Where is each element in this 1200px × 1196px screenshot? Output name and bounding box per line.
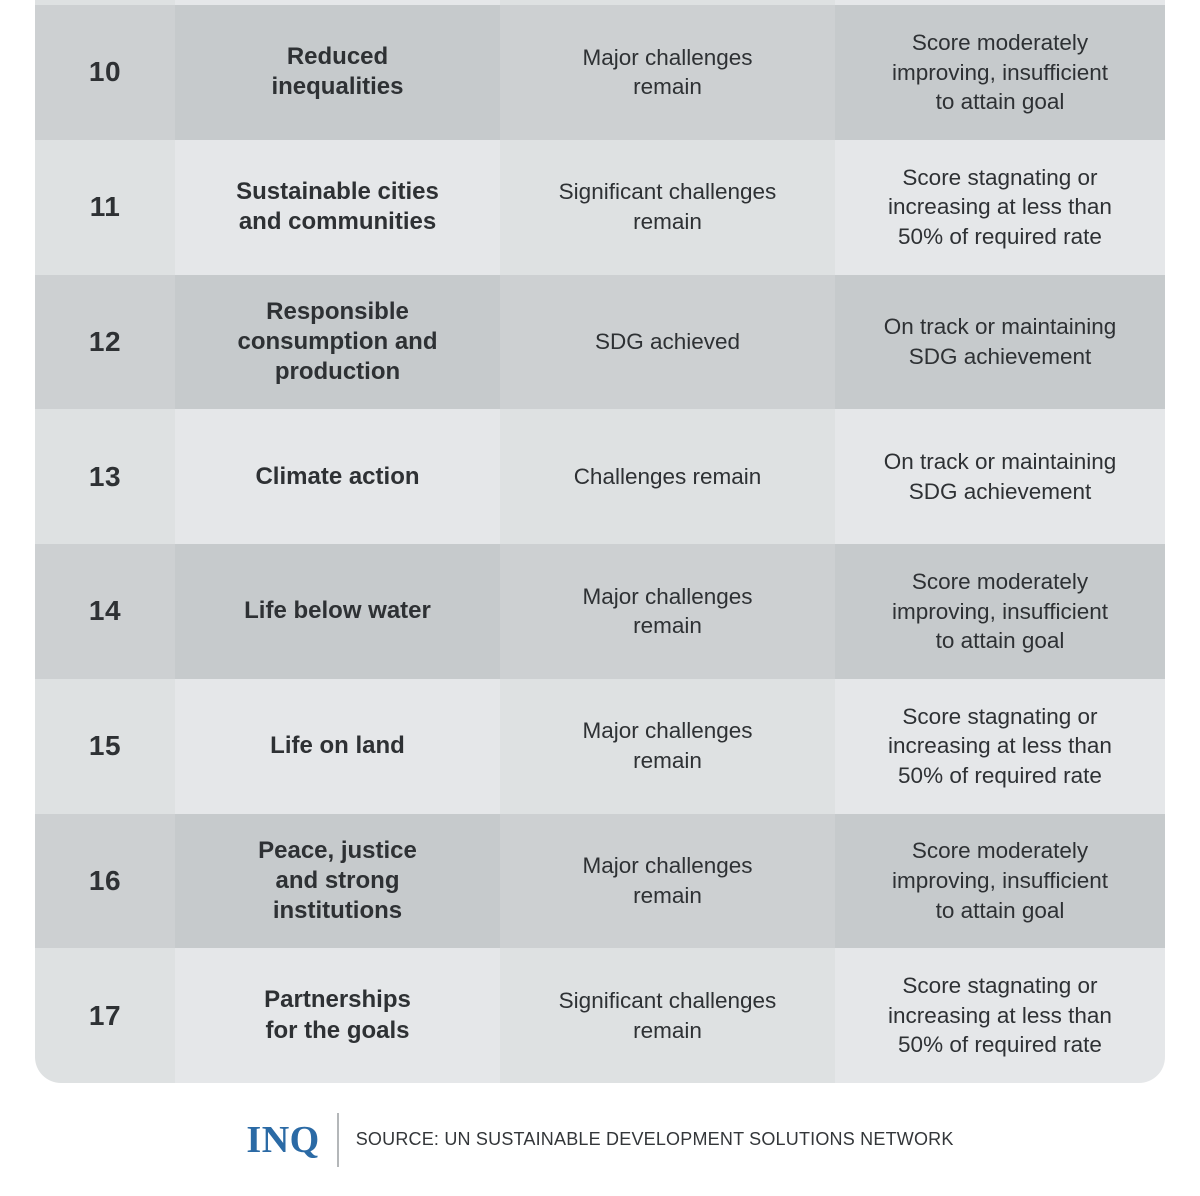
table-row: 15 Life on land Major challenges remain …	[35, 678, 1165, 814]
goal-number: 17	[35, 948, 175, 1083]
goal-name: Life on land	[175, 678, 500, 814]
table-top-sliver	[35, 0, 1165, 5]
goal-status: Major challenges remain	[500, 813, 835, 949]
table-row: 17 Partnerships for the goals Significan…	[35, 948, 1165, 1083]
table-row: 11 Sustainable cities and communities Si…	[35, 139, 1165, 275]
goal-number: 12	[35, 274, 175, 410]
goal-trend: Score stagnating or increasing at less t…	[835, 139, 1165, 275]
table-row: 14 Life below water Major challenges rem…	[35, 544, 1165, 679]
inq-logo: INQ	[246, 1118, 320, 1161]
table-row: 13 Climate action Challenges remain On t…	[35, 409, 1165, 544]
goal-name: Climate action	[175, 409, 500, 544]
footer-divider	[336, 1112, 339, 1167]
goal-trend: On track or maintaining SDG achievement	[835, 409, 1165, 544]
goal-trend: Score stagnating or increasing at less t…	[835, 948, 1165, 1083]
goal-trend: Score moderately improving, insufficient…	[835, 544, 1165, 679]
goal-trend: Score moderately improving, insufficient…	[835, 813, 1165, 949]
goal-name: Life below water	[175, 544, 500, 679]
goal-name: Partnerships for the goals	[175, 948, 500, 1083]
goal-status: Major challenges remain	[500, 544, 835, 679]
goal-trend: Score moderately improving, insufficient…	[835, 5, 1165, 140]
goal-number: 10	[35, 5, 175, 140]
goal-name: Sustainable cities and communities	[175, 139, 500, 275]
goal-name: Reduced inequalities	[175, 5, 500, 140]
goal-status: SDG achieved	[500, 274, 835, 410]
table-row: 12 Responsible consumption and productio…	[35, 274, 1165, 410]
goal-trend: Score stagnating or increasing at less t…	[835, 678, 1165, 814]
goal-number: 11	[35, 139, 175, 275]
goal-trend: On track or maintaining SDG achievement	[835, 274, 1165, 410]
goal-status: Challenges remain	[500, 409, 835, 544]
table-row: 16 Peace, justice and strong institution…	[35, 813, 1165, 949]
goal-number: 13	[35, 409, 175, 544]
goal-name: Peace, justice and strong institutions	[175, 813, 500, 949]
sdg-table: 10 Reduced inequalities Major challenges…	[35, 0, 1165, 1083]
goal-status: Major challenges remain	[500, 5, 835, 140]
footer: INQ SOURCE: UN SUSTAINABLE DEVELOPMENT S…	[0, 1083, 1200, 1196]
goal-number: 16	[35, 813, 175, 949]
goal-name: Responsible consumption and production	[175, 274, 500, 410]
goal-number: 14	[35, 544, 175, 679]
table-row: 10 Reduced inequalities Major challenges…	[35, 5, 1165, 140]
goal-status: Significant challenges remain	[500, 139, 835, 275]
source-text: SOURCE: UN SUSTAINABLE DEVELOPMENT SOLUT…	[355, 1129, 954, 1149]
goal-number: 15	[35, 678, 175, 814]
goal-status: Major challenges remain	[500, 678, 835, 814]
goal-status: Significant challenges remain	[500, 948, 835, 1083]
